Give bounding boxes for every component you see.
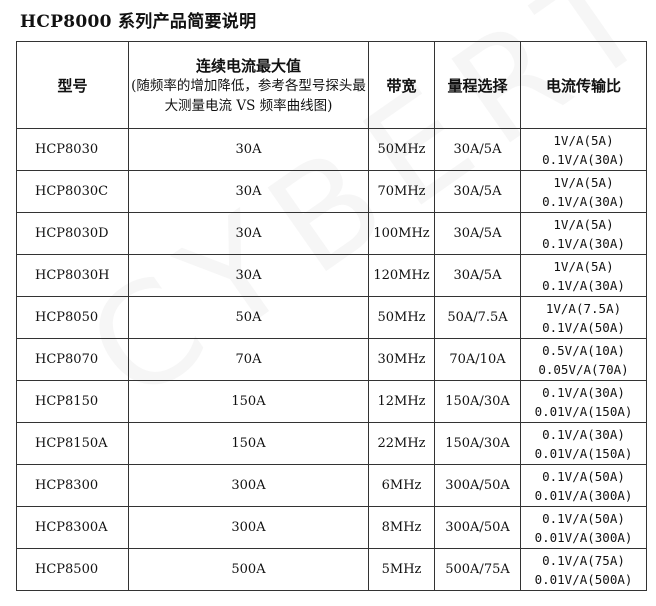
table-row: HCP8150 150A 12MHz 150A/30A 0.1V/A(30A) 0… [16,380,647,423]
header-max-current: 连续电流最大值 (随频率的增加降低，参考各型号探头最大测量电流 VS 频率曲线图… [128,41,369,129]
cell-model: HCP8030C [16,170,129,213]
header-range: 量程选择 [434,41,521,129]
cell-range: 30A/5A [434,212,521,255]
table-row: HCP8050 50A 50MHz 50A/7.5A 1V/A(7.5A) 0.1… [16,296,647,339]
ratio-high: 0.1V/A(30A) [542,426,625,442]
ratio-low: 0.1V/A(50A) [542,319,625,335]
cell-bandwidth: 6MHz [368,464,435,507]
ratio-high: 0.1V/A(50A) [542,468,625,484]
cell-ratio: 1V/A(5A) 0.1V/A(30A) [520,170,647,213]
table-row: HCP8500 500A 5MHz 500A/75A 0.1V/A(75A) 0.… [16,548,647,591]
header-model: 型号 [16,41,129,129]
cell-ratio: 0.1V/A(75A) 0.01V/A(500A) [520,548,647,591]
cell-max-current: 300A [128,464,369,507]
ratio-low: 0.1V/A(30A) [542,193,625,209]
cell-bandwidth: 8MHz [368,506,435,549]
cell-range: 300A/50A [434,506,521,549]
cell-model: HCP8300 [16,464,129,507]
cell-model: HCP8030D [16,212,129,255]
cell-max-current: 150A [128,380,369,423]
cell-bandwidth: 50MHz [368,128,435,171]
ratio-low: 0.1V/A(30A) [542,151,625,167]
cell-max-current: 500A [128,548,369,591]
header-max-current-label: 连续电流最大值 [195,56,301,75]
cell-bandwidth: 120MHz [368,254,435,297]
cell-model: HCP8300A [16,506,129,549]
cell-ratio: 0.1V/A(50A) 0.01V/A(300A) [520,464,647,507]
cell-max-current: 30A [128,254,369,297]
ratio-low: 0.01V/A(150A) [534,403,633,419]
table-row: HCP8300A 300A 8MHz 300A/50A 0.1V/A(50A) 0… [16,506,647,549]
cell-model: HCP8030H [16,254,129,297]
table-row: HCP8030 30A 50MHz 30A/5A 1V/A(5A) 0.1V/A(… [16,128,647,171]
table-row: HCP8150A 150A 22MHz 150A/30A 0.1V/A(30A)… [16,422,647,465]
ratio-high: 1V/A(5A) [553,132,614,148]
cell-max-current: 30A [128,128,369,171]
cell-range: 30A/5A [434,170,521,213]
table-row: HCP8030C 30A 70MHz 30A/5A 1V/A(5A) 0.1V/A… [16,170,647,213]
ratio-low: 0.1V/A(30A) [542,277,625,293]
cell-model: HCP8150 [16,380,129,423]
page-title: HCP8000 系列产品简要说明 [20,12,257,32]
cell-max-current: 30A [128,212,369,255]
ratio-high: 1V/A(5A) [553,174,614,190]
ratio-high: 1V/A(7.5A) [545,300,622,316]
header-max-current-note: (随频率的增加降低，参考各型号探头最大测量电流 VS 频率曲线图) [131,77,366,114]
cell-range: 150A/30A [434,380,521,423]
cell-ratio: 1V/A(7.5A) 0.1V/A(50A) [520,296,647,339]
cell-ratio: 0.5V/A(10A) 0.05V/A(70A) [520,338,647,381]
ratio-high: 0.1V/A(75A) [542,552,625,568]
cell-model: HCP8500 [16,548,129,591]
cell-model: HCP8030 [16,128,129,171]
cell-range: 30A/5A [434,128,521,171]
ratio-high: 0.1V/A(30A) [542,384,625,400]
cell-bandwidth: 12MHz [368,380,435,423]
ratio-low: 0.01V/A(300A) [534,529,633,545]
cell-bandwidth: 30MHz [368,338,435,381]
cell-ratio: 1V/A(5A) 0.1V/A(30A) [520,128,647,171]
ratio-high: 1V/A(5A) [553,258,614,274]
ratio-high: 0.5V/A(10A) [542,342,625,358]
cell-range: 500A/75A [434,548,521,591]
ratio-high: 0.1V/A(50A) [542,510,625,526]
cell-max-current: 30A [128,170,369,213]
ratio-low: 0.01V/A(300A) [534,487,633,503]
ratio-low: 0.05V/A(70A) [538,361,629,377]
cell-ratio: 0.1V/A(30A) 0.01V/A(150A) [520,422,647,465]
ratio-low: 0.01V/A(500A) [534,571,633,587]
cell-ratio: 1V/A(5A) 0.1V/A(30A) [520,212,647,255]
cell-max-current: 300A [128,506,369,549]
table-row: HCP8030D 30A 100MHz 30A/5A 1V/A(5A) 0.1V/… [16,212,647,255]
table-row: HCP8070 70A 30MHz 70A/10A 0.5V/A(10A) 0.0… [16,338,647,381]
ratio-low: 0.1V/A(30A) [542,235,625,251]
cell-range: 300A/50A [434,464,521,507]
cell-max-current: 50A [128,296,369,339]
cell-model: HCP8070 [16,338,129,381]
cell-bandwidth: 50MHz [368,296,435,339]
cell-ratio: 0.1V/A(30A) 0.01V/A(150A) [520,380,647,423]
table-row: HCP8030H 30A 120MHz 30A/5A 1V/A(5A) 0.1V/… [16,254,647,297]
cell-max-current: 150A [128,422,369,465]
ratio-low: 0.01V/A(150A) [534,445,633,461]
cell-ratio: 0.1V/A(50A) 0.01V/A(300A) [520,506,647,549]
cell-ratio: 1V/A(5A) 0.1V/A(30A) [520,254,647,297]
ratio-high: 1V/A(5A) [553,216,614,232]
cell-bandwidth: 22MHz [368,422,435,465]
table-row: HCP8300 300A 6MHz 300A/50A 0.1V/A(50A) 0.… [16,464,647,507]
product-table: 型号 连续电流最大值 (随频率的增加降低，参考各型号探头最大测量电流 VS 频率… [16,41,647,591]
header-bandwidth: 带宽 [368,41,435,129]
cell-bandwidth: 5MHz [368,548,435,591]
cell-range: 150A/30A [434,422,521,465]
cell-max-current: 70A [128,338,369,381]
header-ratio: 电流传输比 [520,41,647,129]
cell-range: 70A/10A [434,338,521,381]
table-header-row: 型号 连续电流最大值 (随频率的增加降低，参考各型号探头最大测量电流 VS 频率… [16,41,647,129]
cell-bandwidth: 70MHz [368,170,435,213]
cell-range: 30A/5A [434,254,521,297]
cell-model: HCP8050 [16,296,129,339]
cell-bandwidth: 100MHz [368,212,435,255]
cell-range: 50A/7.5A [434,296,521,339]
cell-model: HCP8150A [16,422,129,465]
